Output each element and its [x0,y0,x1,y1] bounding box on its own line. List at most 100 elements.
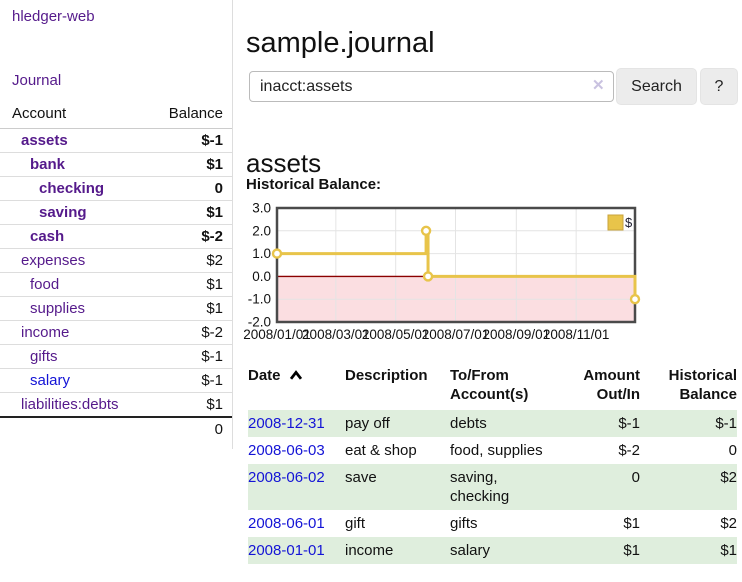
sidebar-account-row: food $1 [0,272,232,297]
transaction-balance: $2 [720,515,737,532]
sidebar-account-link[interactable]: salary [30,372,71,389]
sidebar-account-row: bank $1 [0,152,232,177]
sidebar-accounts-body: assets $-1 bank $1 checking 0 saving $1 cash $-2 e… [0,128,232,418]
y-axis-tick-label: -2.0 [248,315,271,330]
accounts-total-row: 0 [0,416,232,441]
sidebar-divider [232,0,233,449]
register-row: 2008-06-03 eat & shop food, supplies $-2 0 [248,437,737,464]
x-axis-tick-label: 2008/05/01 [362,327,430,342]
legend-label: $ [625,215,633,230]
search-input[interactable] [249,71,614,102]
y-axis-tick-label: 2.0 [252,223,271,238]
sidebar-account-link[interactable]: assets [21,132,68,149]
y-axis-tick-label: -1.0 [248,292,271,307]
app-brand-link[interactable]: hledger-web [12,8,95,25]
sidebar-account-balance: $1 [151,272,232,297]
register-row: 2008-01-01 income salary $1 $1 [248,537,737,564]
register-row: 2008-06-02 save saving, checking 0 $2 [248,464,737,510]
legend-swatch [607,214,624,231]
sidebar-account-balance: $-1 [151,344,232,369]
sidebar-account-row: income $-2 [0,320,232,345]
plot-border [275,206,637,324]
transaction-accounts: saving, checking [450,469,510,505]
sidebar-account-row: saving $1 [0,200,232,225]
data-point-marker [422,271,434,282]
sort-ascending-icon [289,370,302,380]
transaction-date-link[interactable]: 2008-12-31 [248,415,325,432]
sidebar-account-row: cash $-2 [0,224,232,249]
register-header-amount: Amount Out/In [583,367,640,403]
sidebar-account-balance: $1 [151,200,232,225]
transaction-date-link[interactable]: 2008-06-02 [248,469,325,486]
y-axis-tick-label: 1.0 [252,246,271,261]
data-point-marker [271,248,283,259]
sidebar-account-balance: $-1 [151,128,232,153]
sidebar-account-link[interactable]: expenses [21,252,86,269]
nav-journal-link[interactable]: Journal [12,72,62,89]
transaction-balance: $-1 [715,415,737,432]
x-axis-tick-label: 2008/09/01 [483,327,551,342]
sidebar-account-row: expenses $2 [0,248,232,273]
sidebar-account-row: liabilities:debts $1 [0,393,232,418]
transaction-date-link[interactable]: 2008-06-03 [248,442,325,459]
sidebar-account-balance: $-2 [151,320,232,345]
transaction-description: save [345,469,377,486]
register-header-date-label: Date [248,367,281,384]
register-row: 2008-12-31 pay off debts $-1 $-1 [248,410,737,437]
register-header-balance: Historical Balance [668,367,737,403]
transaction-amount: $1 [623,542,640,559]
transaction-description: eat & shop [345,442,417,459]
register-body: 2008-12-31 pay off debts $-1 $-1 2008-06-03 ea… [248,410,737,564]
x-axis-tick-label: 2008/11/01 [543,327,610,342]
transaction-accounts: gifts [450,515,478,532]
sidebar-account-link[interactable]: liabilities:debts [21,396,119,413]
sidebar-account-link[interactable]: saving [39,204,87,221]
x-axis-tick-label: 2008/03/01 [302,327,370,342]
sidebar-account-row: supplies $1 [0,296,232,321]
register-header-date[interactable]: Date [248,366,345,410]
sidebar-account-link[interactable]: gifts [30,348,58,365]
page-title: sample.journal [246,27,435,60]
sidebar-account-row: checking 0 [0,176,232,201]
transaction-date-link[interactable]: 2008-06-01 [248,515,325,532]
sidebar-account-balance: $1 [206,396,223,413]
chart-title: Historical Balance: [246,176,382,193]
sidebar-account-balance: $2 [151,248,232,273]
transaction-accounts: debts [450,415,487,432]
transaction-amount: $1 [623,515,640,532]
clear-search-icon[interactable]: ✕ [592,77,605,94]
register-header-description: Description [345,367,428,384]
transaction-accounts: food, supplies [450,442,543,459]
sidebar-account-link[interactable]: food [30,276,60,293]
sidebar-account-balance: $1 [151,152,232,177]
sidebar-accounts-table: Account Balance assets $-1 bank $1 checking 0… [0,100,232,441]
accounts-total-value: 0 [151,416,232,441]
x-axis-tick-label: 2008/01/01 [243,327,311,342]
transaction-amount: $-2 [618,442,640,459]
accounts-header-account: Account [0,100,152,129]
transaction-amount: $-1 [618,415,640,432]
sidebar-account-link[interactable]: checking [39,180,105,197]
accounts-header-balance: Balance [151,100,232,129]
x-axis-tick-label: 2008/07/01 [422,327,490,342]
sidebar-account-row: salary $-1 [0,368,232,393]
historical-balance-chart: 3.0 2.0 1.0 0.0 -1.0 -2.0 2008/01/01 2008/03/01… [240,201,742,350]
transaction-description: pay off [345,415,390,432]
register-row: 2008-06-01 gift gifts $1 $2 [248,510,737,537]
register-header-accounts: To/From Account(s) [450,367,529,403]
search-help-button[interactable]: ? [700,68,738,105]
data-point-marker [420,225,432,236]
transaction-balance: $2 [720,469,737,486]
transaction-amount: 0 [631,469,640,486]
y-axis-tick-label: 0.0 [252,269,271,284]
transaction-date-link[interactable]: 2008-01-01 [248,542,325,559]
sidebar-account-balance: 0 [151,176,232,201]
sidebar-account-balance: $-2 [151,224,232,249]
sidebar-account-link[interactable]: supplies [30,300,86,317]
y-axis-tick-label: 3.0 [252,202,271,216]
sidebar-account-link[interactable]: bank [30,156,66,173]
sidebar-account-row: assets $-1 [0,128,232,153]
sidebar-account-link[interactable]: cash [30,228,65,245]
sidebar-account-link[interactable]: income [21,324,70,341]
search-button[interactable]: Search [616,68,697,105]
